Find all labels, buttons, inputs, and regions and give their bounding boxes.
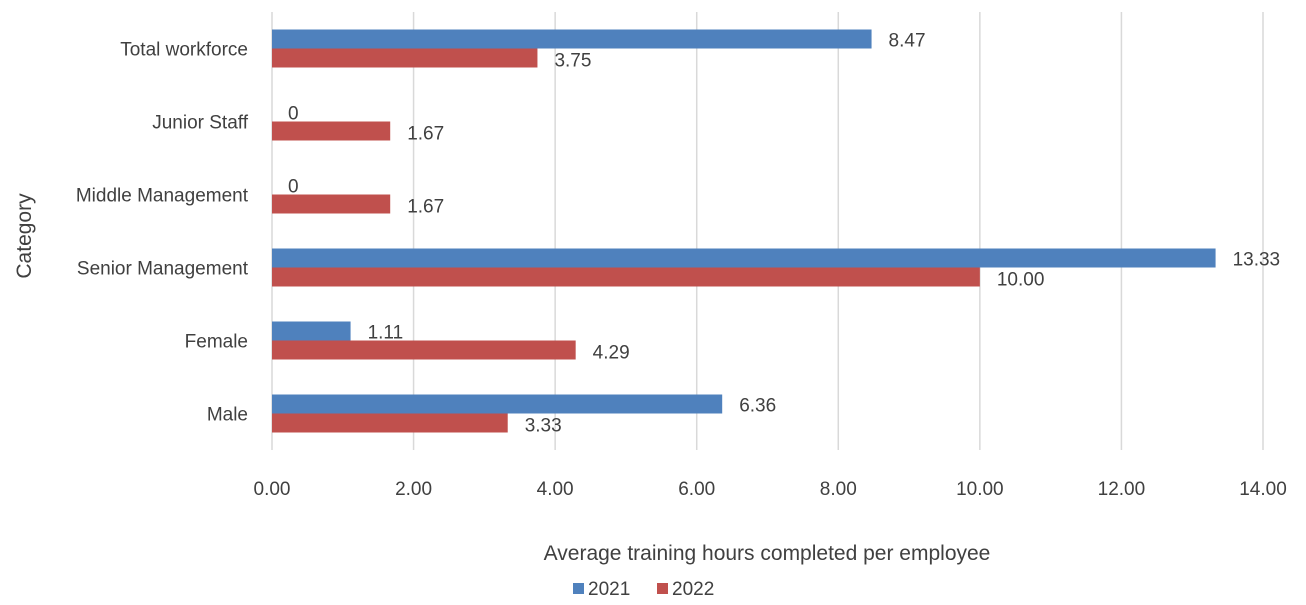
legend-label-2021: 2021	[588, 579, 630, 600]
bar-2022	[272, 48, 538, 68]
data-label-2021: 13.33	[1233, 250, 1281, 271]
x-tick-label: 12.00	[1098, 479, 1146, 500]
data-label-2022: 4.29	[593, 343, 630, 364]
bar-2021	[272, 29, 872, 49]
bar-2022	[272, 413, 508, 433]
x-axis-title: Average training hours completed per emp…	[544, 542, 991, 565]
data-label-2021: 0	[288, 177, 299, 198]
data-label-2021: 8.47	[889, 31, 926, 52]
legend-swatch-2021	[573, 583, 584, 594]
legend-swatch-2022	[657, 583, 668, 594]
x-tick-label: 2.00	[395, 479, 432, 500]
category-label: Male	[207, 405, 248, 426]
data-label-2022: 3.75	[554, 51, 591, 72]
category-label: Total workforce	[120, 40, 248, 61]
bar-2022	[272, 121, 391, 141]
category-label: Middle Management	[76, 186, 249, 207]
data-label-2022: 1.67	[407, 124, 444, 145]
legend: 2021 2022	[573, 579, 714, 600]
bar-2021	[272, 321, 351, 341]
x-tick-label: 8.00	[820, 479, 857, 500]
bar-2022	[272, 267, 980, 287]
category-label: Female	[185, 332, 248, 353]
data-label-2022: 1.67	[407, 197, 444, 218]
category-label: Junior Staff	[152, 113, 248, 134]
category-labels: Total workforce Junior Staff Middle Manage…	[76, 40, 249, 426]
x-tick-label: 4.00	[537, 479, 574, 500]
data-label-2021: 0	[288, 104, 299, 125]
grid-layer	[271, 12, 1264, 450]
bars-layer	[272, 29, 1216, 433]
data-label-2021: 1.11	[368, 323, 404, 344]
x-tick-label: 14.00	[1239, 479, 1287, 500]
y-axis-title: Category	[13, 193, 36, 279]
x-tick-labels: 0.00 2.00 4.00 6.00 8.00 10.00 12.00 14.00	[254, 479, 1287, 500]
bar-2021	[272, 394, 723, 414]
bar-2022	[272, 340, 576, 360]
legend-label-2022: 2022	[672, 579, 714, 600]
category-label: Senior Management	[77, 259, 249, 280]
x-tick-label: 10.00	[956, 479, 1004, 500]
data-label-2022: 3.33	[525, 416, 562, 437]
x-tick-label: 0.00	[254, 479, 291, 500]
bar-2021	[272, 248, 1216, 268]
data-label-2021: 6.36	[739, 396, 776, 417]
x-tick-label: 6.00	[678, 479, 715, 500]
bar-2022	[272, 194, 391, 214]
data-labels-layer: 8.47 3.75 0 1.67 0 1.67 13.33 10.00 1.11 4.29 6.36…	[288, 31, 1280, 437]
data-label-2022: 10.00	[997, 270, 1045, 291]
